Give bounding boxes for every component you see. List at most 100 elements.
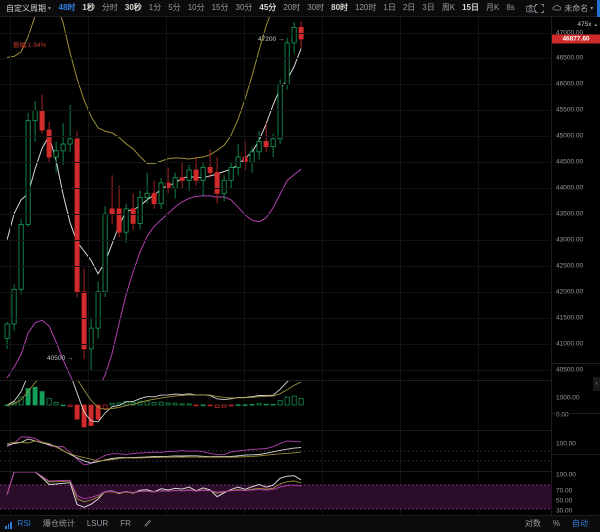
bottom-item-自动[interactable]: 自动 xyxy=(572,519,588,528)
gridline-v xyxy=(244,17,245,517)
candle-body xyxy=(81,291,87,350)
price-axis-label: 42500.00 xyxy=(556,262,584,270)
timeframe-48时[interactable]: 48时 xyxy=(58,3,76,12)
timeframe-10分[interactable]: 10分 xyxy=(187,3,205,12)
timeframe-30时[interactable]: 30时 xyxy=(307,3,325,12)
macd-histogram-bar xyxy=(172,402,178,406)
macd-histogram-bar xyxy=(298,398,304,406)
timeframe-30分[interactable]: 30分 xyxy=(235,3,253,12)
edit-icon[interactable] xyxy=(137,520,157,528)
bottom-item-%[interactable]: % xyxy=(552,519,560,528)
timeframe-120时[interactable]: 120时 xyxy=(355,3,377,12)
macd-histogram-bar xyxy=(67,404,73,407)
bottom-item-FR[interactable]: FR xyxy=(120,519,131,528)
gridline-h xyxy=(0,214,552,216)
chart-canvas[interactable]: 振幅:1.94% 47200 →40500 → 1月21月41月61月81月10… xyxy=(0,17,552,532)
candle-body xyxy=(291,26,297,44)
timeframe-30秒[interactable]: 30秒 xyxy=(124,3,142,12)
timeframe-8s[interactable]: 8s xyxy=(506,3,515,12)
price-axis-label: 45500.00 xyxy=(556,106,584,114)
price-axis-label: 42000.00 xyxy=(556,288,584,296)
macd-histogram-bar xyxy=(60,404,66,407)
candle-body xyxy=(102,213,108,293)
bottom-item-对数[interactable]: 对数 xyxy=(524,519,541,528)
chevron-down-icon[interactable]: ▾ xyxy=(48,5,52,12)
macd-histogram-bar xyxy=(291,395,297,406)
timeframe-1分[interactable]: 1分 xyxy=(148,3,162,12)
timeframe-80时[interactable]: 80时 xyxy=(331,3,349,12)
timeframe-周K[interactable]: 周K xyxy=(441,3,456,12)
gridline-h xyxy=(0,291,552,293)
pane-divider-rsi xyxy=(0,471,552,472)
candle-body xyxy=(88,327,94,350)
timeframe-2日[interactable]: 2日 xyxy=(402,3,416,12)
amplitude-label: 振幅:1.94% xyxy=(13,42,47,49)
timeframe-1日[interactable]: 1日 xyxy=(383,3,396,12)
macd-histogram-bar xyxy=(25,388,31,406)
macd-histogram-bar xyxy=(270,403,276,406)
price-annotation: 47200 → xyxy=(258,36,285,43)
timeframe-1秒[interactable]: 1秒 xyxy=(82,3,95,12)
candle-body xyxy=(130,208,136,224)
indicator-axis-label: 100.00 xyxy=(556,471,576,479)
macd-histogram-bar xyxy=(109,402,115,406)
price-axis-label: 43500.00 xyxy=(556,210,584,218)
price-pane xyxy=(4,17,304,380)
mid-l3-line xyxy=(7,440,302,462)
timeframe-15日[interactable]: 15日 xyxy=(462,3,479,12)
candle-body xyxy=(151,192,157,205)
candle-body xyxy=(67,138,73,145)
place-order-button[interactable]: 下单 xyxy=(597,0,600,17)
gridline-v xyxy=(400,17,401,517)
cloud-icon[interactable] xyxy=(552,1,562,15)
fullscreen-icon[interactable] xyxy=(535,1,545,15)
camera-icon[interactable] xyxy=(526,1,536,15)
bottom-status-bar: RSI 爆仓统计 LSUR FR 对数% 自动 xyxy=(0,515,600,532)
candle-body xyxy=(228,166,234,181)
timeframe-5分[interactable]: 5分 xyxy=(168,3,181,12)
indicator-axis-label: 100.00 xyxy=(556,440,576,448)
gridline-h xyxy=(0,32,552,34)
macd-dif-line xyxy=(6,381,289,423)
price-axis[interactable]: 475x ▴ 47000.00 46500.00 46000.00 45500.00 45… xyxy=(552,17,600,515)
macd-histogram-bar xyxy=(53,402,59,406)
price-axis-label: 46500.00 xyxy=(556,54,584,62)
axis-collapse-handle[interactable]: › xyxy=(593,377,600,391)
candle-body xyxy=(270,138,276,148)
indicator-axis-label: 70.00 xyxy=(556,487,573,495)
timeframe-45分[interactable]: 45分 xyxy=(259,3,277,12)
custom-period-label[interactable]: 自定义周期 xyxy=(6,3,46,13)
indicator-axis-label: 0.00 xyxy=(556,411,569,419)
bottom-item-爆仓统计[interactable]: 爆仓统计 xyxy=(42,519,75,528)
candle-body xyxy=(123,208,129,233)
rsi-pane xyxy=(0,472,552,510)
signal-bars-icon xyxy=(0,520,12,529)
candle-body xyxy=(144,192,150,198)
layout-chevron-down-icon[interactable]: ▾ xyxy=(590,5,594,12)
bottom-item-LSUR[interactable]: LSUR xyxy=(86,519,109,528)
candle-body xyxy=(221,179,227,194)
timeframe-分时[interactable]: 分时 xyxy=(101,3,118,12)
bottom-item-RSI[interactable]: RSI xyxy=(17,519,31,528)
layout-name-label[interactable]: 未命名 xyxy=(564,3,589,13)
timeframe-list: 48时 1秒 分时 30秒 1分 5分 10分 15分 30分 45分 20时 30时 80时 120时 1… xyxy=(55,0,518,16)
gridline-h xyxy=(0,265,552,267)
timeframe-3日[interactable]: 3日 xyxy=(422,3,435,12)
axis-divider-rsi xyxy=(552,454,600,455)
rsi-l3-line xyxy=(6,472,302,500)
indicator-axis-label: 30.00 xyxy=(556,507,573,515)
macd-histogram-bar xyxy=(151,402,157,406)
last-price-tag: 46877.60 xyxy=(552,34,600,44)
macd-pane xyxy=(4,381,304,428)
timeframe-20时[interactable]: 20时 xyxy=(283,3,301,12)
timeframe-月K[interactable]: 月K xyxy=(486,3,500,12)
candle-body xyxy=(137,197,143,224)
timeframe-15分[interactable]: 15分 xyxy=(211,3,229,12)
macd-histogram-bar xyxy=(165,402,171,406)
macd-histogram-bar xyxy=(158,401,164,406)
candle-body xyxy=(46,129,52,158)
gridline-h xyxy=(0,188,552,190)
macd-histogram-bar xyxy=(277,400,283,406)
price-axis-label: 41000.00 xyxy=(556,340,584,348)
price-axis-label: 46000.00 xyxy=(556,80,584,88)
